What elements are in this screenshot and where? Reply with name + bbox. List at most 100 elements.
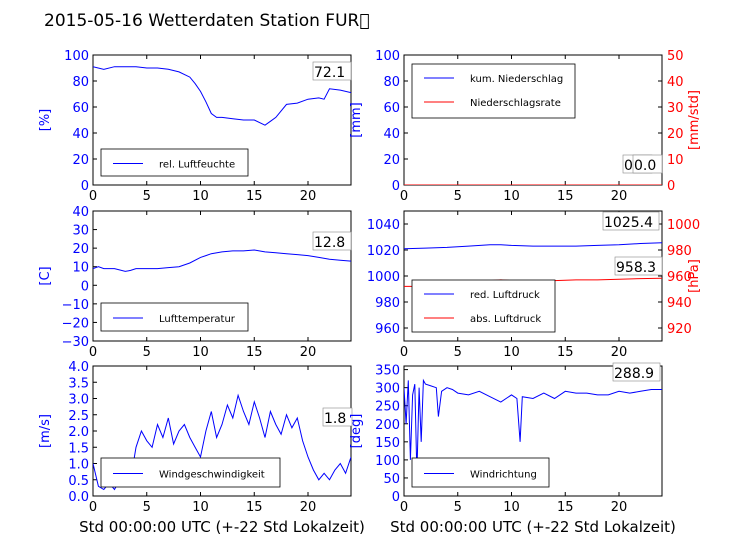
y-tick-label: 40 bbox=[72, 205, 89, 220]
x-tick-label: 10 bbox=[503, 500, 520, 515]
y-tick-label: 20 bbox=[383, 153, 400, 168]
y-tick-label: 0.0 bbox=[68, 490, 89, 505]
current-value-box bbox=[602, 211, 660, 231]
y-axis-label: [C] bbox=[38, 266, 53, 285]
legend-label: Lufttemperatur bbox=[159, 314, 236, 325]
x-tick-label: 0 bbox=[400, 500, 408, 515]
series-line-1 bbox=[93, 393, 351, 491]
x-tick-label: 20 bbox=[611, 500, 628, 515]
x-tick-label: 15 bbox=[246, 345, 263, 360]
y-tick-label: −20 bbox=[62, 316, 89, 331]
y-tick-label: 1000 bbox=[367, 270, 400, 285]
x-tick-label: 20 bbox=[611, 189, 628, 204]
y-tick-label: 0 bbox=[392, 179, 400, 194]
y2-tick-label: 920 bbox=[667, 322, 692, 337]
chart-panel-5: 0 5 10 15 20 0.00.51.0 1.52.02.53.0 3.54.0 [m/s]… bbox=[38, 360, 353, 515]
y-tick-label: 350 bbox=[375, 364, 400, 379]
x-axis-label-left: Std 00:00:00 UTC (+-22 Std Lokalzeit) bbox=[79, 518, 365, 536]
current-value: 12.8 bbox=[314, 235, 345, 251]
x-tick-label: 10 bbox=[192, 500, 209, 515]
y-tick-label: −30 bbox=[62, 335, 89, 350]
x-tick-label: 0 bbox=[400, 345, 408, 360]
y2-tick-label: 40 bbox=[667, 75, 684, 90]
y-tick-label: 1040 bbox=[367, 218, 400, 233]
x-tick-label: 5 bbox=[143, 500, 151, 515]
y-tick-label: 1.5 bbox=[68, 441, 89, 456]
y2-tick-label: 960 bbox=[667, 270, 692, 285]
x-tick-label: 5 bbox=[454, 345, 462, 360]
x-tick-label: 15 bbox=[246, 189, 263, 204]
y-tick-label: 0.5 bbox=[68, 474, 89, 489]
y-axis-label: [m/s] bbox=[38, 414, 53, 448]
y-tick-label: 150 bbox=[375, 436, 400, 451]
series-line-1 bbox=[93, 66, 351, 126]
x-tick-label: 0 bbox=[89, 189, 97, 204]
current-value-box-2 bbox=[632, 154, 663, 174]
x-tick-label: 0 bbox=[89, 500, 97, 515]
legend-box bbox=[411, 279, 556, 333]
x-tick-label: 5 bbox=[454, 189, 462, 204]
current-value: 1.8 bbox=[324, 411, 346, 427]
y2-tick-label: 50 bbox=[667, 49, 684, 64]
x-tick-label: 20 bbox=[300, 189, 317, 204]
legend-box bbox=[411, 457, 550, 488]
y-tick-label: 10 bbox=[72, 261, 89, 276]
y-tick-label: 300 bbox=[375, 382, 400, 397]
current-value: 72.1 bbox=[314, 65, 345, 81]
legend-label: red. Luftdruck bbox=[470, 290, 540, 301]
y-tick-label: 0 bbox=[392, 490, 400, 505]
y-tick-label: 960 bbox=[375, 322, 400, 337]
y2-tick-label: 1000 bbox=[667, 218, 700, 233]
y-tick-label: 0 bbox=[81, 279, 89, 294]
x-tick-label: 10 bbox=[503, 345, 520, 360]
x-tick-label: 20 bbox=[611, 345, 628, 360]
y-tick-label: 80 bbox=[72, 75, 89, 90]
current-value-box bbox=[312, 231, 352, 251]
x-tick-label: 10 bbox=[503, 189, 520, 204]
y2-axis-label: [mm/std] bbox=[687, 90, 702, 150]
y-tick-label: 1020 bbox=[367, 244, 400, 259]
y-tick-label: 250 bbox=[375, 400, 400, 415]
x-tick-label: 15 bbox=[557, 189, 574, 204]
y-tick-label: 20 bbox=[72, 153, 89, 168]
chart-panel-4: 0 5 10 15 20 960 980 1000 1020 1040 920 940 960 980 10… bbox=[367, 210, 702, 360]
y-tick-label: −10 bbox=[62, 298, 89, 313]
y-tick-label: 0 bbox=[81, 179, 89, 194]
x-tick-label: 5 bbox=[143, 345, 151, 360]
y-tick-label: 2.0 bbox=[68, 425, 89, 440]
y-tick-label: 80 bbox=[383, 75, 400, 90]
series-line-1 bbox=[404, 378, 662, 475]
y2-tick-label: 940 bbox=[667, 296, 692, 311]
legend-box bbox=[100, 302, 249, 332]
y-tick-label: 1.0 bbox=[68, 458, 89, 473]
figure-title: 2015-05-16 Wetterdaten Station FUR  bbox=[44, 11, 370, 31]
x-tick-label: 10 bbox=[192, 189, 209, 204]
current-value-box bbox=[322, 407, 353, 427]
y2-tick-label: 30 bbox=[667, 101, 684, 116]
current-value: 1025.4 bbox=[604, 215, 653, 231]
current-value: 288.9 bbox=[614, 366, 654, 382]
current-value-box-2 bbox=[614, 256, 663, 276]
chart-panel-3: 0 5 10 15 20 −30 −20 −10 0 10 20 30 40 [C] 12.8 Lufttem… bbox=[38, 205, 352, 360]
legend-box bbox=[100, 148, 249, 177]
current-value-2: 0.0 bbox=[634, 158, 656, 174]
y-axis-label: [mm] bbox=[349, 102, 364, 137]
legend-box bbox=[411, 63, 576, 119]
x-tick-label: 0 bbox=[89, 345, 97, 360]
x-tick-label: 0 bbox=[400, 189, 408, 204]
y2-tick-label: 0 bbox=[667, 179, 675, 194]
y-tick-label: 100 bbox=[375, 49, 400, 64]
chart-panel-2: 0 5 10 15 20 0 20 40 60 80 100 0 10 20 30 40 50 [mm] [mm/s… bbox=[349, 49, 702, 204]
legend-label: rel. Luftfeuchte bbox=[159, 160, 235, 171]
y2-tick-label: 980 bbox=[667, 244, 692, 259]
y-tick-label: 100 bbox=[375, 454, 400, 469]
x-tick-label: 15 bbox=[557, 500, 574, 515]
chart-panel-6: 0 5 10 15 20050100150200250300350[deg]288.9W… bbox=[349, 362, 663, 515]
x-tick-label: 5 bbox=[143, 189, 151, 204]
x-tick-label: 5 bbox=[454, 500, 462, 515]
legend-label: abs. Luftdruck bbox=[470, 314, 541, 325]
current-value-box bbox=[312, 61, 352, 81]
chart-panel-1: 0 5 10 15 20 0 20 40 60 80 100 [%] 72.1 rel. Luftfeuc… bbox=[38, 49, 352, 204]
